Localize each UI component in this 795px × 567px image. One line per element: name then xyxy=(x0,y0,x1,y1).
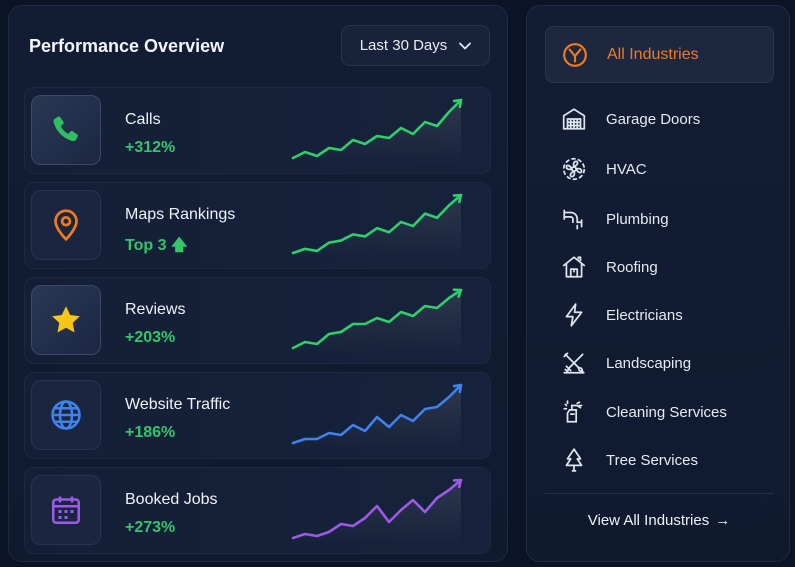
view-all-label: View All Industries xyxy=(587,512,710,529)
sparkline-line xyxy=(291,478,463,540)
sparkline-arrowhead xyxy=(452,193,463,204)
sparkline-booked-jobs xyxy=(291,478,463,546)
arrow-up-icon: 🡅 xyxy=(170,237,188,254)
industry-item-roofing[interactable]: Roofing xyxy=(545,246,774,288)
sparkline-website-traffic xyxy=(291,383,463,451)
industries-panel: All Industries Garage Doors HVAC Plumbin… xyxy=(526,5,790,562)
plumbing-pipe-icon xyxy=(563,209,583,230)
sparkline-area xyxy=(293,290,461,356)
industry-label: Electricians xyxy=(606,306,683,324)
sparkline-arrowhead xyxy=(452,98,463,109)
industry-item-all-industries[interactable]: All Industries xyxy=(545,26,774,83)
metric-value: +273% xyxy=(125,519,176,536)
metric-value: Top 3 🡅 xyxy=(125,234,187,261)
sparkline-arrowhead xyxy=(452,478,463,489)
industry-item-hvac[interactable]: HVAC xyxy=(545,148,774,190)
industry-label: Landscaping xyxy=(606,354,692,372)
industry-item-plumbing[interactable]: Plumbing xyxy=(545,198,774,240)
sparkline-arrowhead xyxy=(452,383,463,394)
industry-label: Garage Doors xyxy=(606,110,701,128)
sparkline-line xyxy=(291,288,463,350)
metric-icon-box xyxy=(31,190,101,260)
metric-label: Booked Jobs xyxy=(125,491,218,508)
garage-icon xyxy=(562,108,586,130)
metric-label: Calls xyxy=(125,111,161,128)
metric-value: +312% xyxy=(125,139,176,156)
metric-label: Website Traffic xyxy=(125,396,231,413)
sparkline-line xyxy=(291,98,463,160)
date-range-dropdown[interactable]: Last 30 Days xyxy=(341,25,490,66)
metric-icon-box xyxy=(31,285,101,355)
industry-label: Roofing xyxy=(606,258,658,276)
cleaning-spray-icon xyxy=(563,400,583,423)
all-industries-logo-icon xyxy=(563,42,587,67)
industry-item-electricians[interactable]: Electricians xyxy=(545,294,774,336)
metric-card-maps-rankings[interactable]: Maps Rankings Top 3 🡅 xyxy=(24,182,491,269)
metric-card-booked-jobs[interactable]: Booked Jobs +273% xyxy=(24,467,491,554)
map-pin-icon xyxy=(54,209,78,242)
tree-icon xyxy=(565,448,583,472)
industry-label: Tree Services xyxy=(606,451,698,469)
industry-label: Cleaning Services xyxy=(606,403,727,421)
hvac-fan-icon xyxy=(562,157,586,181)
chevron-down-icon xyxy=(459,42,472,49)
metric-label: Maps Rankings xyxy=(125,206,236,223)
shovel-rake-icon xyxy=(563,352,585,374)
house-roof-icon xyxy=(562,256,586,278)
industry-label: HVAC xyxy=(606,160,647,178)
sparkline-reviews xyxy=(291,288,463,356)
sparkline-calls xyxy=(291,98,463,166)
industry-item-garage-doors[interactable]: Garage Doors xyxy=(545,98,774,140)
metric-card-calls[interactable]: Calls +312% xyxy=(24,87,491,174)
performance-title: Performance Overview xyxy=(29,36,225,56)
metric-value-text: Top 3 xyxy=(125,237,167,254)
industry-label: All Industries xyxy=(607,45,699,63)
metric-icon-box xyxy=(31,475,101,545)
calendar-icon xyxy=(51,496,81,525)
sparkline-line xyxy=(291,193,463,255)
star-icon xyxy=(52,306,80,333)
metric-value: +186% xyxy=(125,424,176,441)
metric-icon-box xyxy=(31,380,101,450)
metric-label: Reviews xyxy=(125,301,186,318)
sparkline-line xyxy=(291,383,463,445)
sparkline-area xyxy=(293,195,461,261)
industry-label: Plumbing xyxy=(606,210,669,228)
lightning-icon xyxy=(565,303,583,327)
industry-item-tree-services[interactable]: Tree Services xyxy=(545,439,774,481)
industry-item-cleaning-services[interactable]: Cleaning Services xyxy=(545,391,774,433)
industry-item-landscaping[interactable]: Landscaping xyxy=(545,342,774,384)
sparkline-arrowhead xyxy=(452,288,463,298)
globe-icon xyxy=(51,400,81,430)
view-all-industries-link[interactable]: View All Industries → xyxy=(527,512,791,529)
divider xyxy=(545,493,774,494)
metric-value: +203% xyxy=(125,329,176,346)
performance-overview-panel: Performance Overview Last 30 Days Calls … xyxy=(8,5,508,562)
metric-icon-box xyxy=(31,95,101,165)
metric-card-reviews[interactable]: Reviews +203% xyxy=(24,277,491,364)
metric-card-website-traffic[interactable]: Website Traffic +186% xyxy=(24,372,491,459)
phone-icon xyxy=(53,116,78,142)
arrow-right-icon: → xyxy=(715,512,731,529)
date-range-label: Last 30 Days xyxy=(359,37,448,54)
sparkline-maps-rankings xyxy=(291,193,463,261)
